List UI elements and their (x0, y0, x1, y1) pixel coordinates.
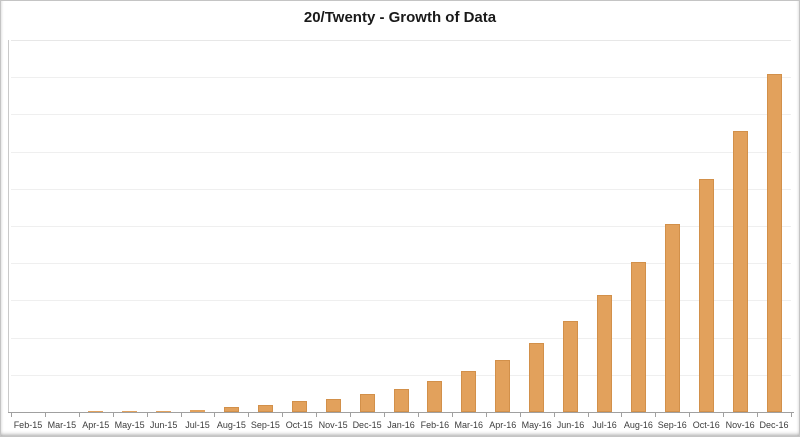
gridline (11, 263, 791, 265)
axis-tick (180, 413, 182, 417)
bar (461, 371, 477, 412)
bar (596, 294, 612, 412)
gridline (11, 151, 791, 153)
y-axis-line (8, 40, 9, 413)
axis-tick (553, 413, 555, 417)
x-axis-label: Oct-15 (285, 420, 313, 430)
x-axis-label: Mar-16 (454, 420, 484, 430)
x-axis-label: Apr-16 (489, 420, 517, 430)
axis-tick (451, 413, 453, 417)
bar (529, 343, 545, 412)
axis-tick (417, 413, 419, 417)
gridline (11, 226, 791, 227)
x-axis-label: Aug-15 (216, 420, 246, 430)
bar (732, 130, 748, 412)
gridline (11, 40, 791, 41)
x-axis-label: Feb-15 (13, 420, 43, 430)
bar (359, 393, 375, 412)
bar (563, 321, 579, 412)
axis-tick (519, 413, 521, 417)
bar (122, 411, 138, 412)
axis-tick (316, 413, 318, 417)
x-axis-label: Nov-16 (725, 420, 755, 430)
x-axis-label: Sep-15 (250, 420, 280, 430)
axis-tick (146, 413, 148, 417)
axis-tick (282, 413, 284, 417)
x-axis-label: May-16 (521, 420, 552, 430)
axis-tick (791, 413, 792, 417)
x-axis-label: Mar-15 (47, 420, 77, 430)
x-axis-label: Sep-16 (657, 420, 687, 430)
x-axis-label: Jul-16 (592, 420, 617, 430)
axis-tick (112, 413, 114, 417)
x-axis-label: Dec-16 (759, 420, 789, 430)
gridline (11, 300, 791, 302)
gridline (11, 337, 791, 339)
x-axis-line (8, 412, 794, 413)
axis-tick (78, 413, 80, 417)
axis-tick (350, 413, 352, 417)
bar (664, 223, 680, 412)
x-axis-label: Nov-15 (318, 420, 348, 430)
x-axis-label: Feb-16 (420, 420, 450, 430)
bar (766, 73, 782, 412)
axis-tick (689, 413, 691, 417)
axis-tick (757, 413, 759, 417)
axis-tick (587, 413, 589, 417)
x-axis-label: Jun-15 (149, 420, 178, 430)
axis-tick (214, 413, 216, 417)
axis-tick (655, 413, 657, 417)
axis-tick (723, 413, 725, 417)
axis-tick (384, 413, 386, 417)
chart-title: 20/Twenty - Growth of Data (303, 9, 497, 26)
bar (393, 388, 409, 412)
axis-tick (44, 413, 46, 417)
bar (156, 410, 172, 412)
bar (427, 380, 443, 412)
gridline (11, 114, 791, 116)
bar (325, 398, 341, 412)
gridline (11, 188, 791, 190)
x-axis-label: Jun-16 (556, 420, 585, 430)
bar (88, 411, 104, 412)
bar (291, 400, 307, 412)
x-axis-label: Apr-15 (82, 420, 110, 430)
axis-tick (485, 413, 487, 417)
gridline (11, 374, 791, 376)
axis-tick (11, 413, 12, 417)
bar (190, 409, 206, 412)
x-axis-label: Dec-15 (352, 420, 382, 430)
axis-tick (248, 413, 250, 417)
x-axis-label: Jan-16 (387, 420, 415, 430)
x-axis-label: Aug-16 (623, 420, 653, 430)
bar (223, 406, 239, 412)
axis-tick (621, 413, 623, 417)
x-axis-label: Jul-15 (185, 420, 210, 430)
x-axis-label: May-15 (114, 420, 145, 430)
gridline (11, 77, 791, 79)
x-axis-label: Oct-16 (692, 420, 720, 430)
bar (495, 360, 511, 412)
bar (257, 404, 273, 412)
bar (630, 262, 646, 412)
bar (698, 178, 714, 412)
